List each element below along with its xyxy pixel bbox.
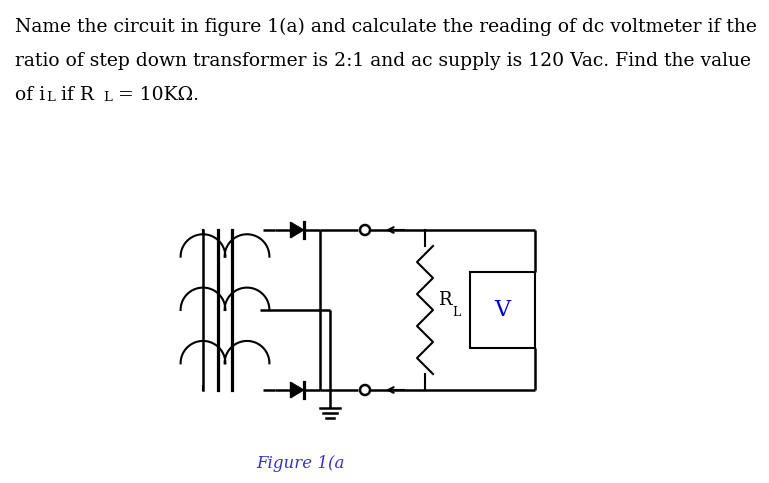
Text: if R: if R [55, 86, 94, 104]
Polygon shape [291, 382, 304, 398]
Text: ratio of step down transformer is 2:1 and ac supply is 120 Vac. Find the value: ratio of step down transformer is 2:1 an… [15, 52, 751, 70]
Polygon shape [291, 222, 304, 238]
Text: L: L [46, 91, 55, 104]
Bar [470, 272, 535, 348]
Text: R: R [438, 291, 451, 309]
Text: Figure 1(a: Figure 1(a [256, 455, 345, 472]
Text: L: L [452, 306, 461, 318]
Text: V: V [494, 299, 511, 321]
Text: L: L [103, 91, 112, 104]
Text: of i: of i [15, 86, 45, 104]
Text: Name the circuit in figure 1(a) and calculate the reading of dc voltmeter if the: Name the circuit in figure 1(a) and calc… [15, 18, 757, 36]
Text: = 10KΩ.: = 10KΩ. [112, 86, 199, 104]
